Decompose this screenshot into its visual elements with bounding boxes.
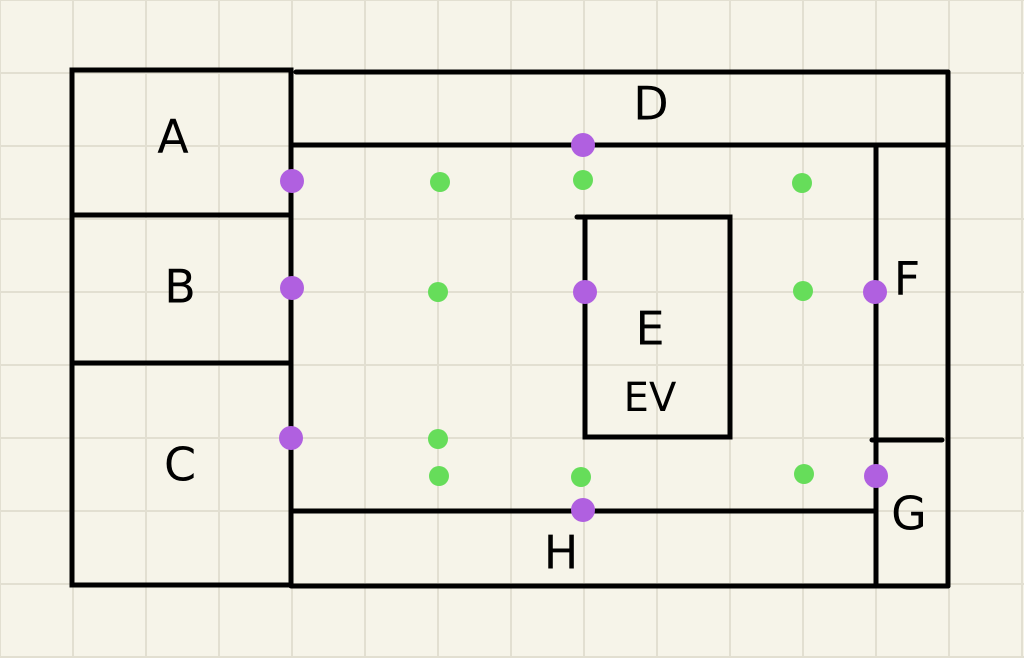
purple-point: [571, 133, 595, 157]
label-c: C: [164, 438, 196, 492]
green-point: [571, 467, 591, 487]
label-e: E: [635, 302, 664, 356]
label-h: H: [544, 526, 579, 580]
label-f: F: [894, 252, 920, 306]
label-b: B: [164, 260, 196, 314]
purple-point: [279, 426, 303, 450]
green-point: [429, 466, 449, 486]
label-a: A: [157, 110, 189, 164]
room-labels: A B C D E EV F G H: [157, 77, 927, 580]
green-point: [428, 429, 448, 449]
purple-point: [280, 276, 304, 300]
green-point: [573, 170, 593, 190]
sensor-points: [279, 133, 888, 522]
green-point: [428, 282, 448, 302]
wall-left-block: [69, 67, 294, 588]
label-ev: EV: [624, 375, 677, 421]
purple-point: [863, 280, 887, 304]
label-d: D: [633, 77, 668, 131]
purple-point: [573, 280, 597, 304]
purple-point: [571, 498, 595, 522]
green-point: [793, 281, 813, 301]
green-point: [792, 173, 812, 193]
wall-e-box: [582, 214, 733, 440]
purple-point: [864, 464, 888, 488]
green-point: [430, 172, 450, 192]
purple-point: [280, 169, 304, 193]
label-g: G: [891, 487, 927, 541]
walls: [69, 67, 951, 589]
green-point: [794, 464, 814, 484]
